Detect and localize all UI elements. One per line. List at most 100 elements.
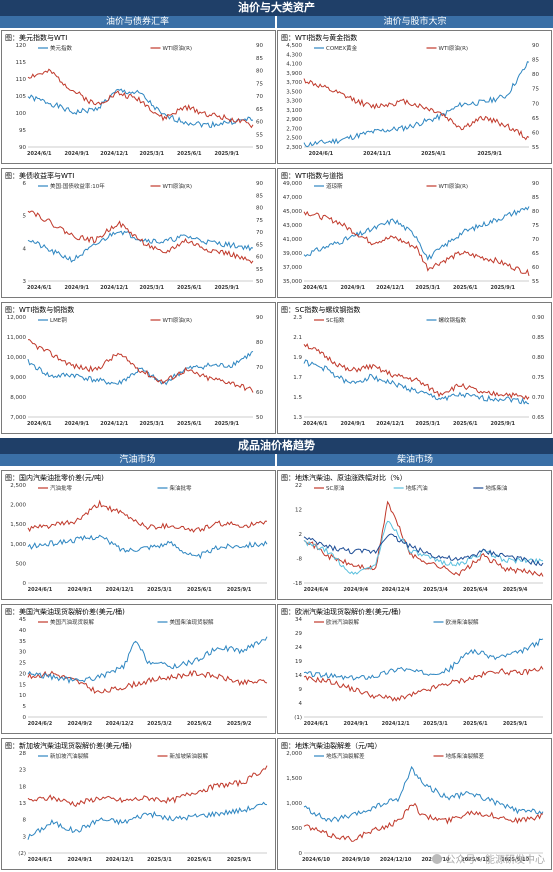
y2-tick-label: 90 bbox=[532, 43, 539, 49]
y2-tick-label: 80 bbox=[532, 209, 539, 215]
y2-tick-label: 0.70 bbox=[532, 395, 545, 401]
x-tick-label: 2024/6/1 bbox=[304, 721, 329, 727]
y-tick-label: 10,000 bbox=[7, 355, 27, 361]
x-tick-label: 2025/6/1 bbox=[187, 857, 212, 863]
x-tick-label: 2025/9/1 bbox=[490, 421, 515, 427]
y-tick-label: 1.3 bbox=[293, 415, 302, 421]
chart-panel-c9: 图：美国汽柴油现货裂解价差(美元/桶) 45 40 35 30 25 20 15 10 5 0 202… bbox=[1, 604, 276, 734]
y-tick-label: 11,000 bbox=[7, 335, 27, 341]
legend-label: WTI原油(R) bbox=[163, 316, 193, 324]
y-tick-label: 105 bbox=[16, 94, 27, 100]
legend-label: 美国柴油现货裂解 bbox=[170, 618, 215, 626]
x-tick-label: 2025/9/1 bbox=[227, 587, 252, 593]
y-tick-label: 28 bbox=[19, 751, 26, 757]
x-tick-label: 2024/12/4 bbox=[382, 587, 411, 593]
series-line-0 bbox=[303, 206, 530, 261]
chart-svg-c2: 4,500 4,300 4,100 3,900 3,700 3,500 3,300 3,100… bbox=[286, 43, 539, 157]
chart-title: 图：地炼汽柴油裂解差（元/吨） bbox=[281, 742, 382, 750]
x-tick-label: 2024/12/1 bbox=[100, 421, 129, 427]
x-tick-label: 2025/6/1 bbox=[177, 421, 202, 427]
y-tick-label: -18 bbox=[293, 581, 302, 587]
chart-svg-c5: 12,000 11,000 10,000 9,000 8,000 7,000 90 80 70 6… bbox=[7, 315, 264, 427]
chart-title: 图：美债收益率与WTI bbox=[5, 172, 75, 180]
y2-tick-label: 70 bbox=[532, 237, 539, 243]
x-tick-label: 2025/3/1 bbox=[147, 857, 172, 863]
legend-label: 地炼柴油 bbox=[485, 484, 508, 492]
y-tick-label: 14 bbox=[295, 673, 302, 679]
y-tick-label: 1,000 bbox=[10, 542, 26, 548]
x-tick-label: 2025/4/1 bbox=[421, 151, 446, 157]
series-line-1 bbox=[27, 636, 268, 684]
y-tick-label: 3,500 bbox=[286, 89, 302, 95]
x-tick-label: 2024/9/2 bbox=[68, 721, 93, 727]
y2-tick-label: 0.85 bbox=[532, 335, 545, 341]
y-tick-label: 9,000 bbox=[10, 375, 26, 381]
chart-title: 图：欧洲汽柴油现货裂解价差(美元/桶) bbox=[281, 608, 401, 616]
chart-panel-c8: 图：地炼汽柴油、原油涨跌幅对比（%） 22 12 2 -8 -18 2024/6/4 2024… bbox=[277, 470, 552, 600]
subheader-bond-fx: 油价与债券汇率 bbox=[0, 16, 275, 28]
chart-svg-c4: 49,000 47,000 45,000 43,000 41,000 39,000 37,0… bbox=[283, 181, 540, 291]
y-tick-label: 15 bbox=[19, 682, 26, 688]
series-line-1 bbox=[27, 339, 254, 393]
y-tick-label: -8 bbox=[297, 557, 303, 563]
x-tick-label: 2024/6/1 bbox=[303, 285, 328, 291]
y-tick-label: 23 bbox=[19, 768, 26, 774]
y2-tick-label: 90 bbox=[256, 315, 263, 321]
y-tick-label: 22 bbox=[295, 483, 302, 489]
x-tick-label: 2025/6/10 bbox=[461, 857, 490, 863]
y2-tick-label: 90 bbox=[256, 43, 263, 49]
y-tick-label: 0 bbox=[23, 715, 27, 721]
x-tick-label: 2024/9/1 bbox=[68, 587, 93, 593]
y-tick-label: 9 bbox=[299, 687, 303, 693]
x-tick-label: 2025/3/2 bbox=[147, 721, 172, 727]
y-tick-label: (2) bbox=[18, 851, 26, 857]
chart-title: 图：美国汽柴油现货裂解价差(美元/桶) bbox=[5, 608, 125, 616]
series-line-0 bbox=[27, 801, 268, 840]
x-tick-label: 2024/12/1 bbox=[376, 285, 405, 291]
legend-label: LME铜 bbox=[50, 316, 67, 324]
y-tick-label: 500 bbox=[292, 826, 303, 832]
legend-label: WTI原油(R) bbox=[163, 182, 193, 190]
x-tick-label: 2025/9/1 bbox=[214, 151, 239, 157]
x-tick-label: 2025/9/1 bbox=[227, 857, 252, 863]
y2-tick-label: 85 bbox=[532, 58, 539, 64]
y-tick-label: 35 bbox=[19, 639, 26, 645]
y-tick-label: 1,000 bbox=[286, 801, 302, 807]
chart-svg-c6: 2.3 2.1 1.9 1.7 1.5 1.3 0.90 0.85 0.80 0.75 0.70 0.… bbox=[293, 315, 545, 427]
y-tick-label: 20 bbox=[19, 671, 26, 677]
series-line-1 bbox=[303, 802, 543, 842]
y2-tick-label: 80 bbox=[256, 340, 263, 346]
chart-panel-c10: 图：欧洲汽柴油现货裂解价差(美元/桶) 34 29 24 19 14 9 4 (1) 2024/6… bbox=[277, 604, 552, 734]
x-tick-label: 2025/3/4 bbox=[423, 587, 448, 593]
y2-tick-label: 50 bbox=[256, 279, 263, 285]
legend-label: WTI原油(R) bbox=[439, 44, 469, 52]
y2-tick-label: 0.80 bbox=[532, 355, 545, 361]
series-line-1 bbox=[303, 520, 544, 575]
y-tick-label: 2 bbox=[299, 532, 303, 538]
y-tick-label: 5 bbox=[23, 704, 27, 710]
y-tick-label: 43,000 bbox=[283, 223, 303, 229]
y-tick-label: 1.7 bbox=[293, 375, 302, 381]
y-tick-label: 1.9 bbox=[293, 355, 302, 361]
y-tick-label: 4 bbox=[299, 701, 303, 707]
legend-label: 螺纹钢指数 bbox=[439, 316, 467, 324]
y-tick-label: 7,000 bbox=[10, 415, 26, 421]
chart-title: 图：美元指数与WTI bbox=[5, 34, 68, 42]
y2-tick-label: 70 bbox=[256, 230, 263, 236]
subheader-gasoline: 汽油市场 bbox=[0, 454, 275, 466]
y-tick-label: 12,000 bbox=[7, 315, 27, 321]
y-tick-label: 120 bbox=[16, 43, 27, 49]
y-tick-label: 45 bbox=[19, 617, 26, 623]
chart-title: 图：WTI指数与道指 bbox=[281, 172, 344, 180]
legend-label: 美国汽油现货裂解 bbox=[50, 618, 95, 626]
y2-tick-label: 70 bbox=[256, 94, 263, 100]
y-tick-label: 10 bbox=[19, 693, 26, 699]
x-tick-label: 2024/12/1 bbox=[376, 421, 405, 427]
y2-tick-label: 70 bbox=[256, 365, 263, 371]
x-tick-label: 2025/3/1 bbox=[415, 421, 440, 427]
x-tick-label: 2025/6/1 bbox=[187, 587, 212, 593]
y-tick-label: 1,500 bbox=[10, 522, 26, 528]
series-line-0 bbox=[303, 500, 544, 577]
